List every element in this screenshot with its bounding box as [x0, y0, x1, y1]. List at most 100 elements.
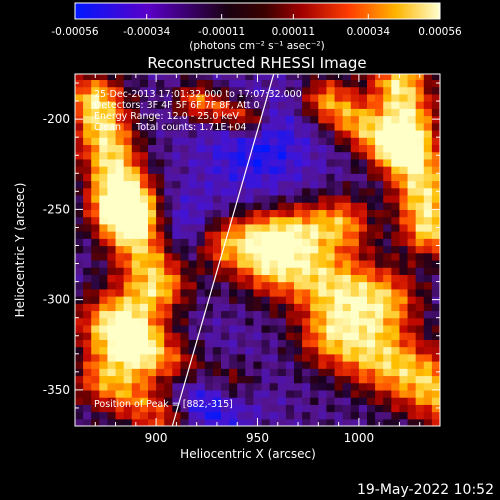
heatmap-cell: [269, 180, 279, 189]
heatmap-cell: [188, 418, 198, 426]
heatmap-cell: [123, 74, 133, 81]
heatmap-cell: [423, 187, 433, 196]
heatmap-cell: [164, 231, 173, 239]
heatmap-cell: [375, 317, 384, 326]
heatmap-cell: [83, 158, 92, 167]
heatmap-cell: [302, 389, 311, 398]
heatmap-cell: [294, 129, 303, 138]
heatmap-cell: [164, 115, 173, 124]
heatmap-cell: [245, 368, 255, 377]
heatmap-cell: [407, 411, 417, 420]
heatmap-cell: [123, 238, 133, 247]
heatmap-cell: [285, 267, 295, 275]
heatmap-cell: [115, 93, 125, 102]
heatmap-cell: [383, 202, 392, 210]
heatmap-cell: [131, 223, 141, 232]
heatmap-cell: [212, 411, 222, 420]
heatmap-cell: [156, 79, 165, 88]
heatmap-cell: [212, 137, 222, 145]
heatmap-cell: [172, 115, 182, 124]
heatmap-cell: [99, 418, 109, 426]
heatmap-cell: [269, 231, 279, 239]
heatmap-cell: [367, 101, 376, 109]
heatmap-cell: [326, 252, 336, 261]
heatmap-cell: [302, 361, 311, 369]
heatmap-cell: [148, 382, 157, 391]
heatmap-cell: [164, 173, 173, 182]
heatmap-cell: [221, 74, 230, 81]
heatmap-cell: [180, 79, 190, 88]
heatmap-cell: [285, 180, 295, 189]
heatmap-cell: [383, 274, 392, 283]
heatmap-cell: [188, 245, 198, 254]
heatmap-cell: [188, 288, 198, 297]
heatmap-cell: [383, 86, 392, 95]
heatmap-cell: [310, 122, 319, 131]
heatmap-cell: [318, 303, 328, 312]
heatmap-cell: [156, 187, 165, 196]
heatmap-cell: [399, 339, 409, 348]
heatmap-cell: [334, 115, 344, 124]
heatmap-cell: [253, 79, 263, 88]
heatmap-cell: [285, 231, 295, 239]
heatmap-cell: [131, 173, 141, 182]
heatmap-cell: [375, 101, 384, 109]
heatmap-cell: [83, 303, 92, 312]
heatmap-cell: [148, 324, 157, 333]
heatmap-cell: [334, 259, 344, 268]
heatmap-cell: [391, 245, 401, 254]
heatmap-cell: [310, 332, 319, 340]
heatmap-cell: [415, 296, 425, 304]
heatmap-cell: [261, 310, 271, 319]
heatmap-cell: [148, 389, 157, 398]
heatmap-cell: [375, 223, 384, 232]
heatmap-cell: [237, 404, 246, 413]
heatmap-cell: [383, 375, 392, 384]
heatmap-cell: [350, 231, 360, 239]
heatmap-cell: [75, 339, 84, 348]
heatmap-cell: [75, 166, 84, 174]
heatmap-cell: [310, 238, 319, 247]
heatmap-cell: [237, 93, 246, 102]
heatmap-cell: [310, 375, 319, 384]
heatmap-cell: [196, 281, 206, 290]
heatmap-cell: [107, 245, 117, 254]
heatmap-cell: [391, 259, 401, 268]
heatmap-cell: [407, 144, 417, 153]
heatmap-cell: [269, 173, 279, 182]
heatmap-cell: [196, 231, 206, 239]
heatmap-cell: [196, 368, 206, 377]
heatmap-cell: [399, 115, 409, 124]
heatmap-cell: [358, 173, 368, 182]
heatmap-cell: [107, 74, 117, 81]
heatmap-cell: [237, 173, 246, 182]
heatmap-cell: [91, 252, 100, 261]
heatmap-cell: [423, 144, 433, 153]
heatmap-cell: [107, 101, 117, 109]
heatmap-cell: [212, 281, 222, 290]
heatmap-cell: [131, 404, 141, 413]
heatmap-cell: [148, 339, 157, 348]
heatmap-cell: [342, 231, 352, 239]
heatmap-cell: [367, 310, 376, 319]
heatmap-cell: [391, 303, 401, 312]
heatmap-cell: [367, 288, 376, 297]
heatmap-cell: [75, 252, 84, 261]
heatmap-cell: [334, 216, 344, 225]
heatmap-cell: [423, 303, 433, 312]
heatmap-cell: [318, 310, 328, 319]
heatmap-cell: [180, 382, 190, 391]
heatmap-cell: [342, 245, 352, 254]
heatmap-cell: [229, 180, 238, 189]
heatmap-cell: [334, 267, 344, 275]
heatmap-cell: [212, 129, 222, 138]
heatmap-cell: [302, 267, 311, 275]
heatmap-cell: [261, 267, 271, 275]
heatmap-cell: [294, 339, 303, 348]
heatmap-cell: [277, 144, 287, 153]
heatmap-cell: [375, 231, 384, 239]
heatmap-cell: [407, 389, 417, 398]
heatmap-cell: [326, 404, 336, 413]
heatmap-cell: [164, 389, 173, 398]
heatmap-cell: [131, 245, 141, 254]
